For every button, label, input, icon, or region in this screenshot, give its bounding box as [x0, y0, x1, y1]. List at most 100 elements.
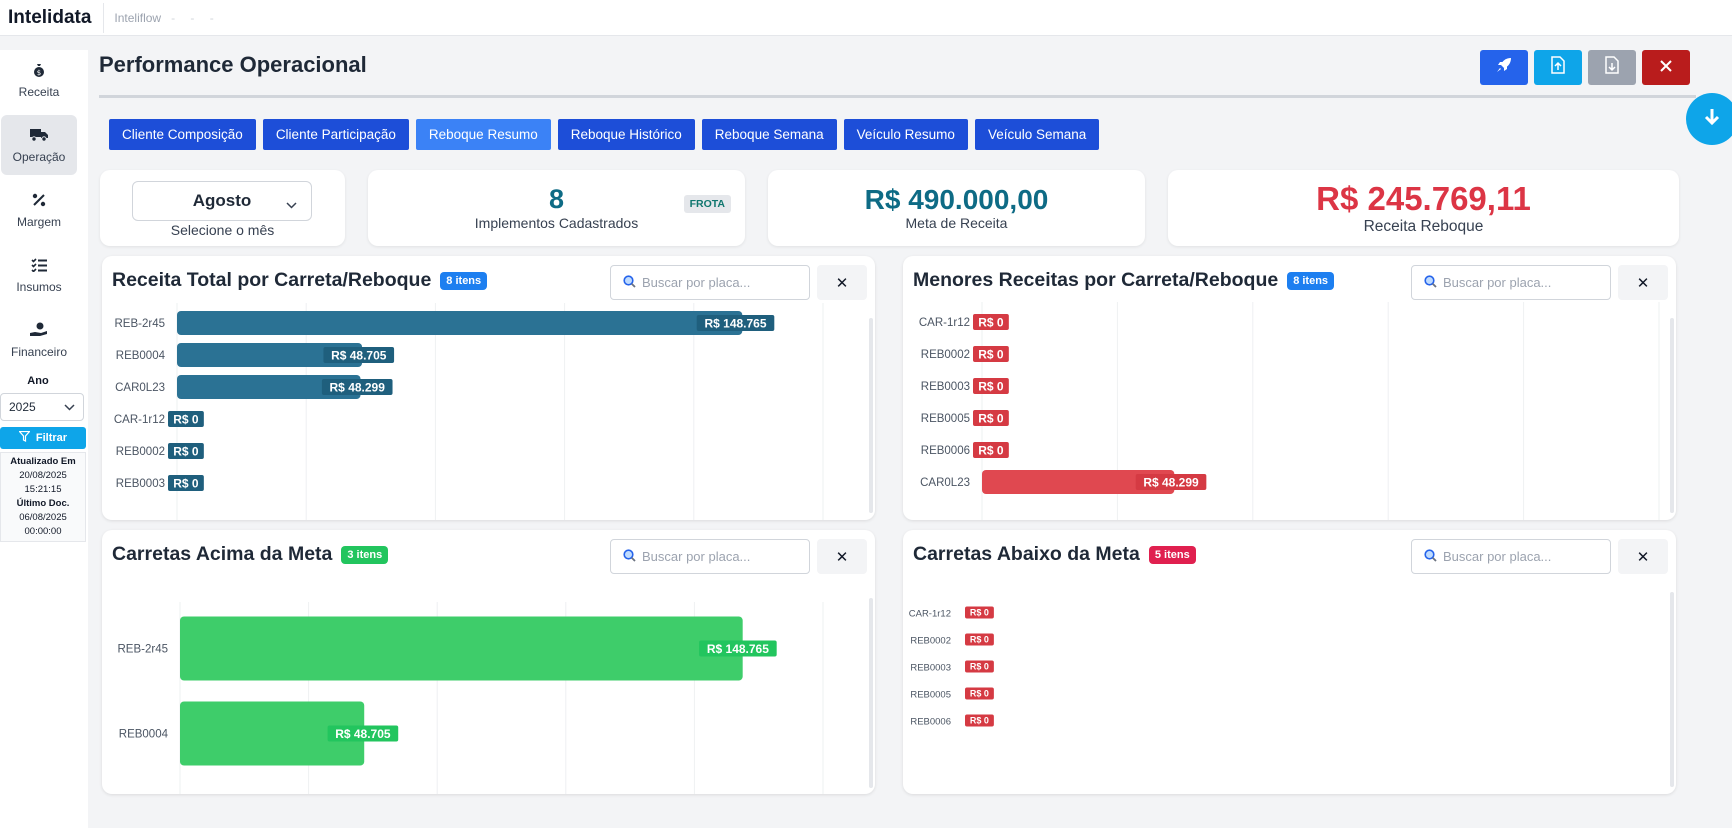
sidebar-item-margem[interactable]: Margem — [1, 180, 77, 240]
tick-label: REB0004 — [116, 350, 166, 362]
month-caption: Selecione o mês — [100, 222, 345, 238]
meta-caption: Meta de Receita — [768, 215, 1145, 231]
filter-button[interactable]: Filtrar — [0, 427, 86, 449]
close-button[interactable] — [1642, 50, 1690, 85]
data-label: R$ 48.299 — [330, 380, 386, 394]
implements-caption: Implementos Cadastrados — [368, 215, 745, 231]
tick-label: CAR-1r12 — [909, 609, 951, 620]
abaixo-meta-panel: Carretas Abaixo da Meta 5 itens ✕ CAR-1r… — [903, 530, 1676, 794]
scrollbar[interactable] — [869, 598, 873, 788]
tick-label: REB0002 — [116, 446, 165, 458]
app-subtitle-extra: - - - — [171, 11, 220, 25]
data-label: R$ 0 — [970, 635, 989, 645]
tab-reboque-historico[interactable]: Reboque Histórico — [558, 119, 695, 150]
meta-card: R$ 490.000,00 Meta de Receita — [768, 170, 1145, 246]
tick-label: REB0006 — [921, 445, 970, 457]
data-label: R$ 0 — [978, 379, 1004, 393]
sidebar-item-operacao[interactable]: Operação — [1, 115, 77, 175]
data-label: R$ 0 — [173, 444, 199, 458]
data-label: R$ 48.299 — [1143, 475, 1199, 489]
menores-receitas-panel: Menores Receitas por Carreta/Reboque 8 i… — [903, 256, 1676, 520]
last-doc-time: 00:00:00 — [1, 525, 85, 539]
month-value: Agosto — [193, 191, 252, 211]
data-label: R$ 0 — [173, 476, 199, 490]
tick-label: REB0005 — [910, 690, 951, 701]
rocket-button[interactable] — [1480, 50, 1528, 85]
tab-cliente-participacao[interactable]: Cliente Participação — [263, 119, 409, 150]
last-doc-date: 06/08/2025 — [1, 511, 85, 525]
page-title: Performance Operacional — [99, 52, 367, 78]
implements-card: 8 Implementos Cadastrados FROTA — [368, 170, 745, 246]
chevron-down-icon — [64, 400, 75, 414]
tab-reboque-resumo[interactable]: Reboque Resumo — [416, 119, 551, 150]
abaixo-meta-chart: CAR-1r12 R$ 0 REB0002 R$ 0 REB0003 R$ 0 REB000… — [903, 530, 1676, 794]
year-label: Ano — [0, 375, 76, 387]
scrollbar[interactable] — [1670, 592, 1674, 787]
sidebar-item-financeiro[interactable]: Financeiro — [1, 310, 77, 370]
hand-coin-icon — [30, 321, 48, 339]
data-label: R$ 148.765 — [704, 316, 766, 330]
data-label: R$ 0 — [978, 411, 1004, 425]
filter-icon — [19, 431, 30, 445]
tab-reboque-semana[interactable]: Reboque Semana — [702, 119, 837, 150]
year-value: 2025 — [9, 400, 36, 414]
scroll-down-button[interactable] — [1686, 93, 1732, 145]
sidebar-item-label: Financeiro — [11, 345, 67, 359]
checklist-icon — [30, 256, 48, 274]
tick-label: CAR-1r12 — [114, 414, 165, 426]
scrollbar[interactable] — [869, 318, 873, 513]
bar — [177, 311, 742, 335]
meta-value: R$ 490.000,00 — [768, 184, 1145, 216]
tick-label: CAR-1r12 — [919, 317, 970, 329]
sidebar-item-label: Insumos — [16, 280, 61, 294]
sidebar-item-receita[interactable]: $ Receita — [1, 50, 77, 110]
data-label: R$ 0 — [173, 412, 199, 426]
sidebar-item-insumos[interactable]: Insumos — [1, 245, 77, 305]
tab-veiculo-resumo[interactable]: Veículo Resumo — [844, 119, 968, 150]
tick-label: REB0003 — [116, 478, 165, 490]
update-info: Atualizado Em 20/08/2025 15:21:15 Último… — [0, 452, 86, 542]
close-icon — [1660, 59, 1672, 77]
bar — [180, 617, 743, 681]
tick-label: REB0004 — [119, 729, 169, 741]
scrollbar[interactable] — [1670, 318, 1674, 513]
tab-bar: Cliente Composição Cliente Participação … — [109, 119, 1099, 150]
data-label: R$ 0 — [978, 347, 1004, 361]
tick-label: REB0006 — [910, 717, 951, 728]
percent-icon — [30, 191, 48, 209]
tick-label: REB0002 — [921, 349, 970, 361]
menores-receitas-chart: CAR-1r12 R$ 0 REB0002 R$ 0 REB0003 R$ 0 REB000… — [903, 256, 1676, 520]
sidebar-item-label: Operação — [13, 150, 66, 164]
month-card: Agosto Selecione o mês — [100, 170, 345, 246]
app-subtitle: Inteliflow — [104, 11, 161, 25]
tick-label: CAR0L23 — [115, 382, 165, 394]
tick-label: REB-2r45 — [115, 318, 166, 330]
sidebar-item-label: Margem — [17, 215, 61, 229]
data-label: R$ 48.705 — [331, 348, 387, 362]
tab-veiculo-semana[interactable]: Veículo Semana — [975, 119, 1099, 150]
sidebar: $ Receita Operação Margem Insumos Financ… — [0, 50, 88, 828]
arrow-down-icon — [1704, 108, 1720, 131]
file-export-icon — [1550, 56, 1566, 79]
month-select[interactable]: Agosto — [132, 181, 312, 221]
data-label: R$ 0 — [970, 689, 989, 699]
updated-label: Atualizado Em — [10, 456, 75, 467]
download-pdf-button[interactable] — [1588, 50, 1636, 85]
tick-label: REB0003 — [921, 381, 970, 393]
money-bag-icon: $ — [30, 61, 48, 79]
svg-text:$: $ — [37, 69, 41, 77]
brand-logo[interactable]: Intelidata — [0, 3, 104, 33]
tick-label: REB0005 — [921, 413, 970, 425]
year-select[interactable]: 2025 — [0, 393, 84, 421]
receita-total-chart: REB-2r45 R$ 148.765 REB0004 R$ 48.705 CAR0L2… — [102, 256, 875, 520]
last-doc-label: Último Doc. — [17, 498, 70, 509]
rocket-icon — [1496, 57, 1512, 78]
export-pdf-button[interactable] — [1534, 50, 1582, 85]
sidebar-item-label: Receita — [19, 85, 60, 99]
tab-cliente-composicao[interactable]: Cliente Composição — [109, 119, 256, 150]
receita-value: R$ 245.769,11 — [1168, 180, 1679, 218]
data-label: R$ 0 — [970, 716, 989, 726]
file-download-icon — [1604, 56, 1620, 79]
frota-badge: FROTA — [684, 195, 731, 213]
tick-label: CAR0L23 — [920, 477, 970, 489]
